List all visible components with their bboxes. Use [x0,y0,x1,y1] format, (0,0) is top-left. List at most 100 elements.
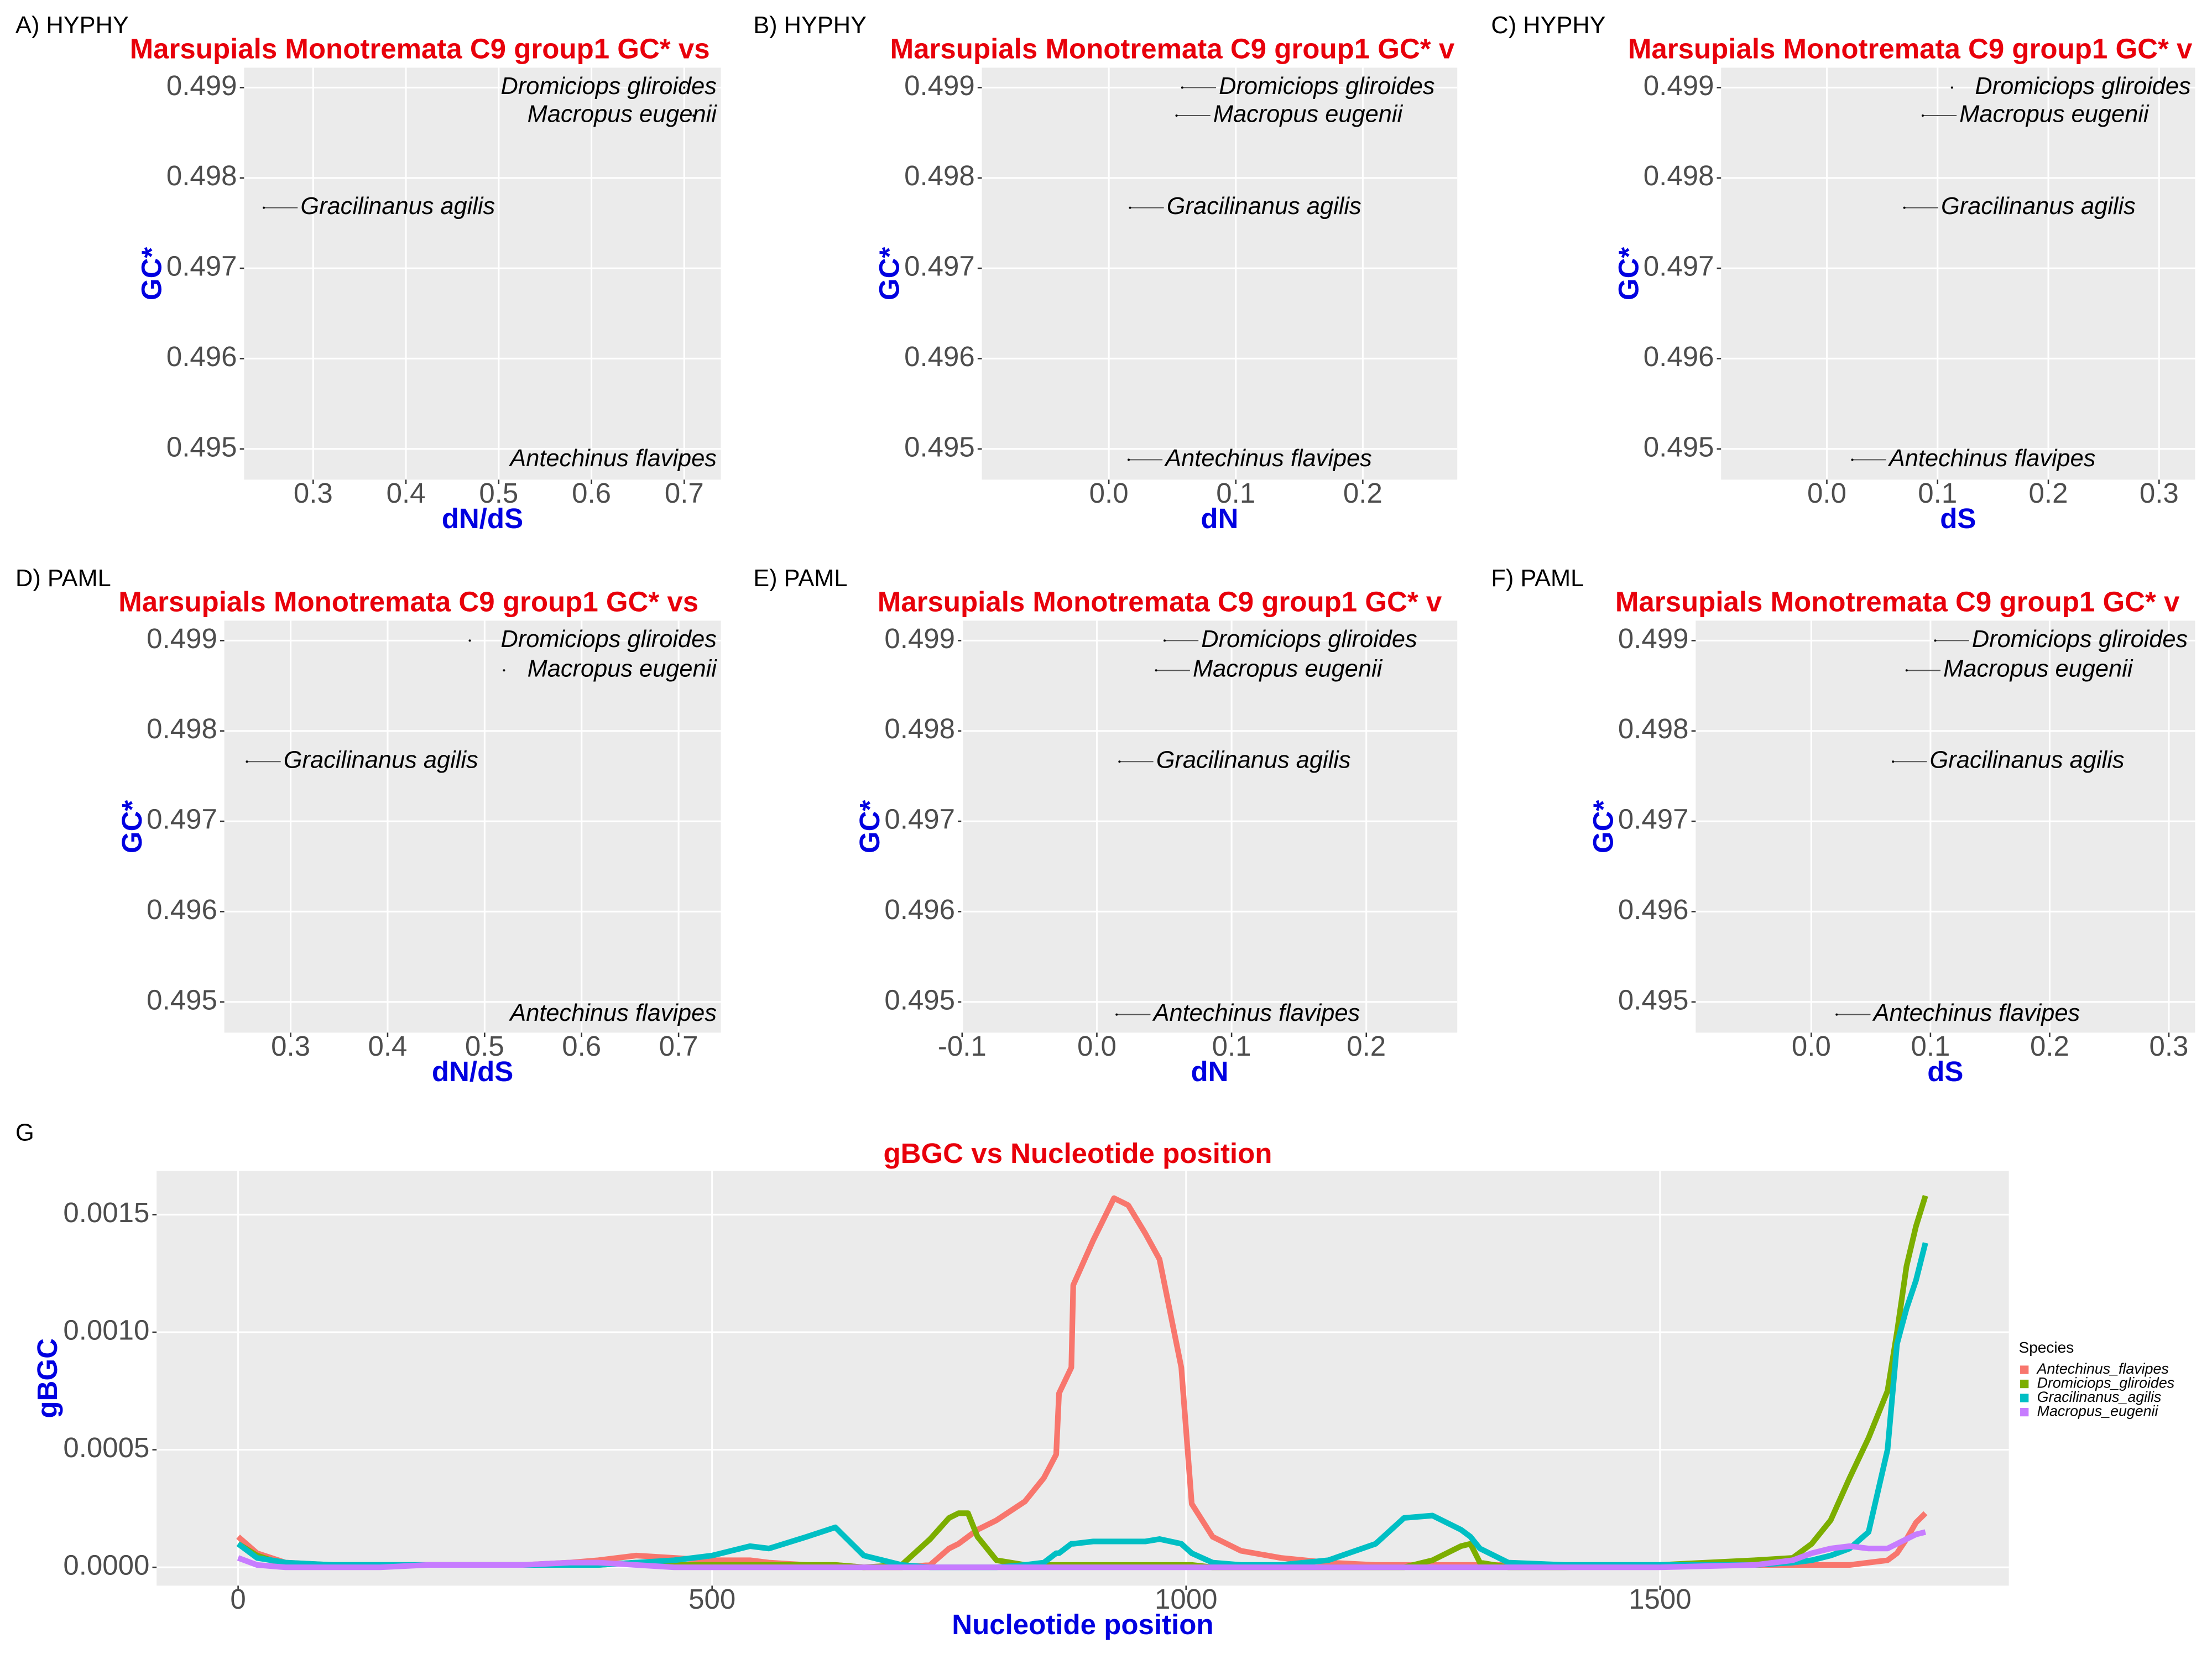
point-label: Macropus eugenii [1213,101,1404,127]
x-tick-label: 0.2 [2030,1030,2069,1062]
y-tick-label: 0.499 [166,70,237,101]
x-axis-label: dN/dS [442,503,523,534]
x-tick-label: 0.4 [387,477,426,509]
x-tick-label: 0.2 [1343,477,1383,509]
legend-swatch [2020,1365,2029,1374]
chart-title: Marsupials Monotremata C9 group1 GC* vs [130,33,710,64]
x-tick-label: 0 [230,1583,246,1615]
x-tick-label: 0.1 [1918,477,1957,509]
x-tick-label: 0.0 [1792,1030,1831,1062]
y-axis-label: GC* [1588,800,1619,854]
y-tick-label: 0.496 [147,894,217,925]
x-axis-label: dN/dS [432,1056,513,1087]
y-tick-label: 0.499 [904,70,975,101]
y-tick-label: 0.499 [1644,70,1714,101]
x-tick-label: 0.2 [2029,477,2068,509]
y-axis-label: GC* [874,247,905,301]
legend-swatch [2020,1394,2029,1402]
x-tick-label: 0.3 [2150,1030,2189,1062]
series-line [237,1529,1927,1571]
panel-tag: D) PAML [15,565,111,592]
x-tick-label: 0.4 [368,1030,407,1062]
point [1175,114,1178,117]
legend-title: Species [2019,1339,2074,1356]
point [697,1013,700,1016]
point-label: Dromiciops gliroides [501,73,717,100]
panel-tag: G [15,1119,34,1146]
point-label: Macropus eugenii [528,101,718,127]
point [468,639,471,642]
y-tick-label: 0.495 [904,431,975,462]
y-tick-label: 0.497 [1644,251,1714,282]
point [1118,760,1121,763]
point [1181,86,1183,89]
plot-background [224,620,721,1033]
point [1115,1013,1118,1016]
point [263,206,265,209]
y-tick-label: 0.498 [147,713,217,744]
y-tick-label: 0.0015 [63,1197,149,1228]
y-tick-label: 0.495 [166,431,237,462]
x-tick-label: 500 [688,1583,735,1615]
chart-title: Marsupials Monotremata C9 group1 GC* vs [118,586,698,617]
point-label: Macropus eugenii [1943,656,2133,682]
x-tick-label: 0.0 [1077,1030,1117,1062]
plot-background [244,67,721,480]
point [1835,1013,1838,1016]
point [1851,458,1854,461]
point-label: Antechinus flavipes [508,1000,717,1026]
x-tick-label: 0.7 [665,477,704,509]
chart-title: gBGC vs Nucleotide position [884,1138,1272,1169]
y-tick-label: 0.497 [884,804,955,835]
x-tick-label: 0.2 [1347,1030,1386,1062]
point [503,669,505,672]
x-tick-label: 0.0 [1089,477,1129,509]
y-tick-label: 0.496 [1618,894,1689,925]
legend-swatch [2020,1379,2029,1389]
chart-title: Marsupials Monotremata C9 group1 GC* v [1615,586,2180,617]
point-label: Gracilinanus agilis [300,193,495,220]
point-label: Gracilinanus agilis [1930,747,2125,774]
y-tick-label: 0.499 [884,623,955,654]
plot-background [982,67,1458,480]
y-tick-label: 0.496 [904,341,975,372]
chart-title: Marsupials Monotremata C9 group1 GC* v [878,586,1442,617]
plot-background [1695,620,2195,1033]
point-label: Macropus eugenii [1193,656,1383,682]
x-tick-label: 0.5 [479,477,518,509]
point-label: Macropus eugenii [1959,101,2150,127]
x-axis-label: Nucleotide position [952,1609,1213,1640]
x-tick-label: 0.1 [1212,1030,1251,1062]
point [1905,669,1908,672]
point-label: Dromiciops gliroides [1201,626,1417,653]
y-tick-label: 0.497 [147,804,217,835]
y-tick-label: 0.496 [884,894,955,925]
point-label: Dromiciops gliroides [1975,73,2190,100]
x-tick-label: 0.5 [465,1030,504,1062]
panel-tag: A) HYPHY [15,12,129,39]
point-label: Gracilinanus agilis [1167,193,1361,220]
point [1163,639,1166,642]
y-axis-label: GC* [136,247,168,301]
y-tick-label: 0.498 [1644,160,1714,191]
x-tick-label: 0.7 [659,1030,698,1062]
x-tick-label: -0.1 [938,1030,987,1062]
y-tick-label: 0.0000 [63,1550,149,1581]
point-label: Dromiciops gliroides [1219,73,1434,100]
point [1127,458,1130,461]
y-tick-label: 0.497 [166,251,237,282]
point-label: Gracilinanus agilis [1156,747,1351,774]
y-tick-label: 0.497 [1618,804,1689,835]
point [1934,639,1937,642]
panel-tag: B) HYPHY [753,12,867,39]
x-tick-label: 0.3 [2140,477,2179,509]
x-axis-label: dS [1940,503,1976,534]
x-tick-label: 0.3 [294,477,333,509]
plot-background [1721,67,2195,480]
legend-label: Antechinus_flavipes [2036,1360,2169,1377]
y-tick-label: 0.496 [166,341,237,372]
y-tick-label: 0.499 [1618,623,1689,654]
x-tick-label: 1000 [1155,1583,1218,1615]
